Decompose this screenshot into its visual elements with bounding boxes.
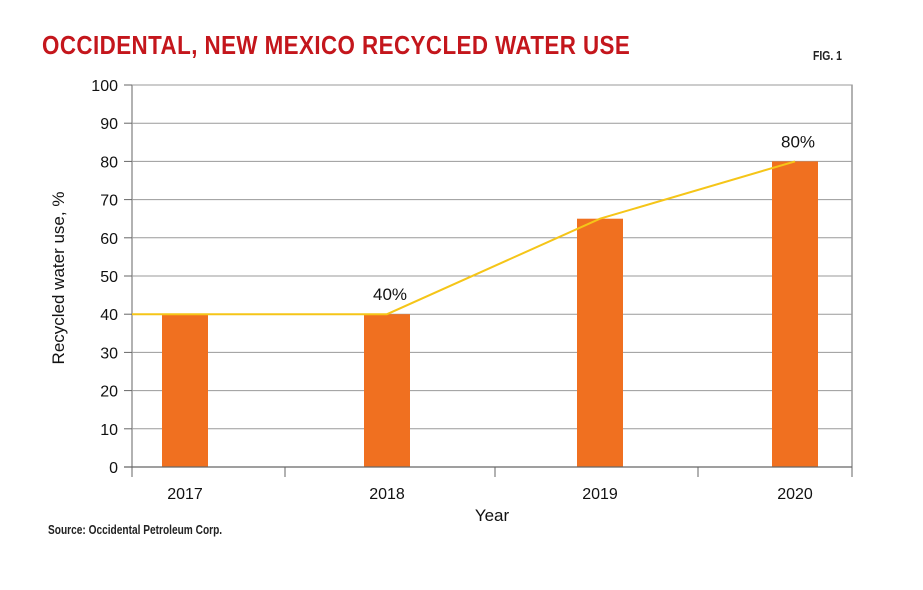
bar-2020 (772, 161, 818, 467)
y-tick-label: 40 (100, 307, 118, 324)
data-label-2020: 80% (781, 132, 815, 151)
y-tick-label: 70 (100, 193, 118, 210)
axes: 0 10 20 30 40 50 60 70 80 90 100 2017 2018 2019 2020 (91, 78, 853, 503)
bar-2019 (577, 218, 623, 467)
y-tick-label: 30 (100, 345, 118, 362)
gridlines (131, 84, 853, 468)
bar-2017 (162, 314, 208, 467)
y-tick-label: 20 (100, 384, 118, 401)
x-tick-label-2018: 2018 (369, 486, 405, 503)
chart-title: OCCIDENTAL, NEW MEXICO RECYCLED WATER US… (42, 30, 631, 60)
y-tick-label: 60 (100, 231, 118, 248)
bars (162, 161, 818, 467)
trend-line (132, 160, 796, 316)
figure-number: FIG. 1 (813, 48, 842, 63)
x-tick-label-2020: 2020 (777, 486, 813, 503)
y-tick-label: 90 (100, 116, 118, 133)
y-tick-label: 80 (100, 154, 118, 171)
x-tick-label-2017: 2017 (167, 486, 203, 503)
x-axis-title: Year (475, 506, 510, 525)
y-tick-label: 10 (100, 422, 118, 439)
bar-2018 (364, 314, 410, 467)
x-tick-label-2019: 2019 (582, 486, 618, 503)
y-axis-title: Recycled water use, % (49, 192, 68, 365)
source-note: Source: Occidental Petroleum Corp. (48, 522, 223, 537)
y-tick-label: 50 (100, 269, 118, 286)
data-label-2018: 40% (373, 285, 407, 304)
y-tick-label: 0 (109, 460, 118, 477)
trend-line-group (132, 160, 796, 316)
labels: 40% 80% Year Recycled water use, % (49, 132, 815, 525)
y-tick-label: 100 (91, 78, 118, 95)
